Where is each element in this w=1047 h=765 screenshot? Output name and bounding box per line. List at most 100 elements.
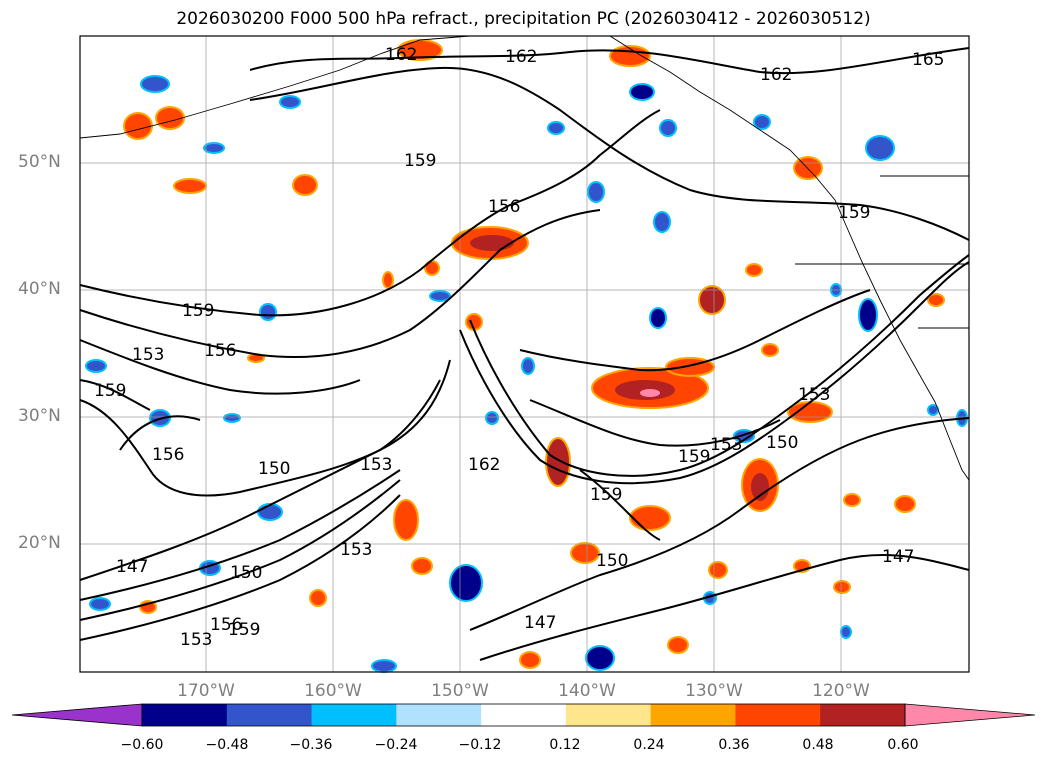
precip-patch	[894, 495, 916, 513]
contour-label: 156	[152, 445, 184, 465]
precip-patch	[865, 135, 895, 161]
colorbar-segment	[396, 704, 482, 726]
colorbar-segment	[735, 704, 821, 726]
contour-jet-1	[79, 469, 401, 601]
contour-label-layer: 162 162 162 165 159 159 156 159 153 156 …	[94, 45, 944, 650]
colorbar-outline	[141, 703, 906, 727]
precip-patch	[519, 651, 541, 669]
contour-159b	[79, 109, 661, 317]
contour-label: 147	[116, 557, 148, 577]
contour-159d	[579, 469, 661, 541]
contour-label: 150	[766, 433, 798, 453]
alaska-aleutian-coast	[79, 35, 471, 139]
contour-label: 150	[258, 459, 290, 479]
contour-label: 150	[230, 563, 262, 583]
precip-patch	[203, 142, 225, 154]
precip-patch	[85, 359, 107, 373]
lon-label-120w: 120°W	[812, 681, 870, 701]
lon-label-150w: 150°W	[431, 681, 489, 701]
precip-patch	[545, 437, 571, 487]
colorbar-segment	[650, 704, 736, 726]
contour-150b	[469, 417, 970, 631]
precip-patch-core	[470, 235, 514, 251]
map-title: 2026030200 F000 500 hPa refract., precip…	[176, 9, 871, 29]
colorbar-extend-low	[11, 703, 143, 727]
contour-label: 165	[912, 50, 944, 70]
precip-patch	[371, 659, 397, 673]
contour-label: 162	[468, 455, 500, 475]
colorbar-tick-label: 0.60	[887, 737, 919, 753]
precip-patch	[570, 542, 600, 564]
precip-patch	[793, 156, 823, 180]
precip-patch	[745, 263, 763, 277]
contour-label: 153	[340, 540, 372, 560]
contour-147	[79, 379, 441, 581]
precip-patch	[629, 505, 671, 531]
colorbar-segment	[481, 704, 567, 726]
precip-patch	[155, 106, 185, 130]
contour-label: 153	[360, 455, 392, 475]
lat-label-40n: 40°N	[18, 279, 61, 299]
lon-label-170w: 170°W	[177, 681, 235, 701]
precip-patch	[257, 503, 283, 521]
precip-patch	[173, 178, 207, 194]
colorbar-segment	[820, 704, 906, 726]
contour-label: 156	[204, 341, 236, 361]
precip-patch	[429, 290, 451, 302]
colorbar-tick-label: −0.36	[289, 737, 333, 753]
north-america-west-coast	[609, 35, 970, 481]
contour-156	[79, 209, 601, 358]
contour-jet-east-1	[459, 261, 970, 485]
contour-label: 150	[596, 551, 628, 571]
negative-precip	[85, 75, 968, 673]
contour-label: 147	[882, 547, 914, 567]
precip-patch	[840, 625, 852, 639]
contour-159c	[519, 289, 871, 372]
lon-label-160w: 160°W	[304, 681, 362, 701]
contour-label: 159	[182, 301, 214, 321]
colorbar-segment	[565, 704, 652, 726]
contour-label: 153	[798, 385, 830, 405]
precip-patches	[85, 39, 968, 673]
contour-label: 162	[760, 65, 792, 85]
precip-patch	[649, 307, 667, 329]
contour-label: 159	[404, 151, 436, 171]
precip-patch	[123, 112, 153, 140]
precip-patch	[547, 121, 565, 135]
contour-159e	[79, 379, 151, 411]
precip-patch-core	[751, 473, 769, 501]
contour-label: 153	[710, 435, 742, 455]
precip-patch	[279, 95, 301, 109]
contour-jet-3	[79, 494, 401, 641]
precip-patch	[659, 119, 677, 137]
precip-patch	[309, 589, 327, 607]
colorbar-tick-label: −0.12	[458, 737, 502, 753]
colorbar-tick-label: 0.12	[549, 737, 581, 753]
precip-patch	[843, 493, 861, 507]
contour-147b	[479, 554, 970, 661]
precip-patch	[761, 343, 779, 357]
contour-label: 159	[678, 447, 710, 467]
precip-patch	[521, 357, 535, 375]
colorbar-tick-label: −0.60	[120, 737, 164, 753]
contour-162	[249, 47, 970, 75]
contour-label: 156	[488, 197, 520, 217]
contour-label: 147	[524, 613, 556, 633]
graticule	[80, 36, 969, 672]
precip-patch	[858, 298, 878, 332]
colorbar-tick-label: −0.48	[205, 737, 249, 753]
contour-jet-east-2	[469, 254, 970, 477]
contour-jet-2	[79, 479, 401, 621]
precip-patch	[411, 557, 433, 575]
contour-150	[79, 359, 451, 497]
contour-label: 159	[838, 203, 870, 223]
contour-label: 162	[505, 47, 537, 67]
precip-patch	[653, 211, 671, 233]
precip-patch	[382, 271, 394, 289]
precip-patch	[485, 411, 499, 425]
lon-label-140w: 140°W	[558, 681, 616, 701]
contour-159	[249, 66, 970, 241]
precip-patch	[629, 83, 655, 101]
precip-patch	[223, 413, 241, 423]
precip-patch	[259, 303, 277, 321]
